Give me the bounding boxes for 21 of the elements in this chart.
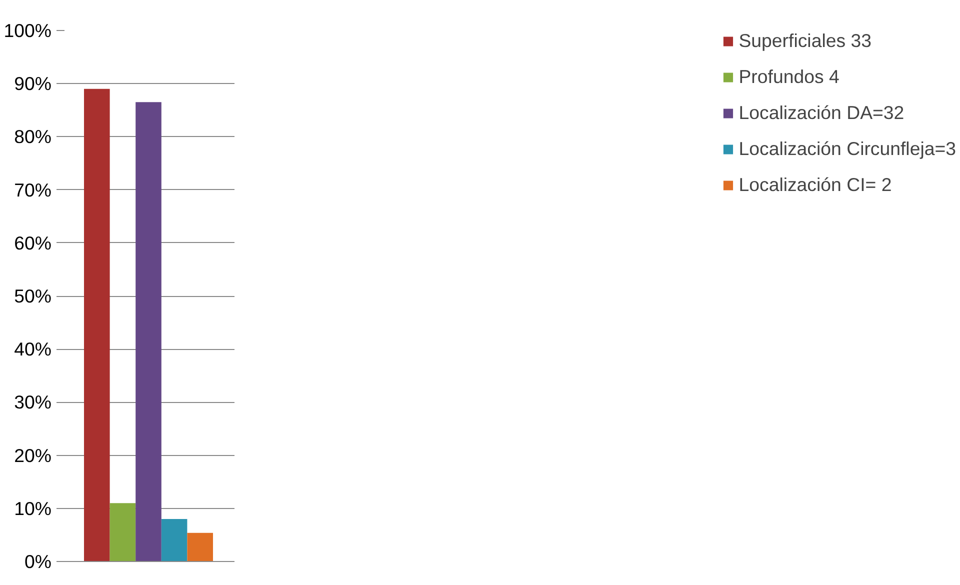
legend-label: Localización Circunfleja=3: [738, 138, 956, 160]
y-tick-label: 90%: [14, 73, 52, 94]
bar: [161, 519, 188, 562]
legend-label: Profundos 4: [738, 66, 840, 88]
y-tick-label: 0%: [24, 551, 52, 572]
y-tick-label: 40%: [14, 338, 52, 360]
y-tick-label: 70%: [14, 179, 52, 200]
y-tick-label: 20%: [14, 444, 52, 466]
y-tick-label: 30%: [14, 392, 52, 413]
bar: [187, 532, 213, 562]
legend-label: Superficiales 33: [738, 30, 872, 52]
bar: [110, 503, 136, 562]
y-tick-label: 60%: [14, 232, 52, 254]
y-tick-label: 80%: [14, 126, 52, 148]
bar: [84, 88, 110, 562]
bar: [136, 102, 162, 562]
legend-label: Localización CI= 2: [738, 174, 892, 196]
y-tick-label: 10%: [14, 498, 52, 519]
y-tick-label: 50%: [14, 286, 52, 306]
y-tick-label: 100%: [4, 20, 52, 41]
legend-label: Localización DA=32: [738, 102, 904, 124]
